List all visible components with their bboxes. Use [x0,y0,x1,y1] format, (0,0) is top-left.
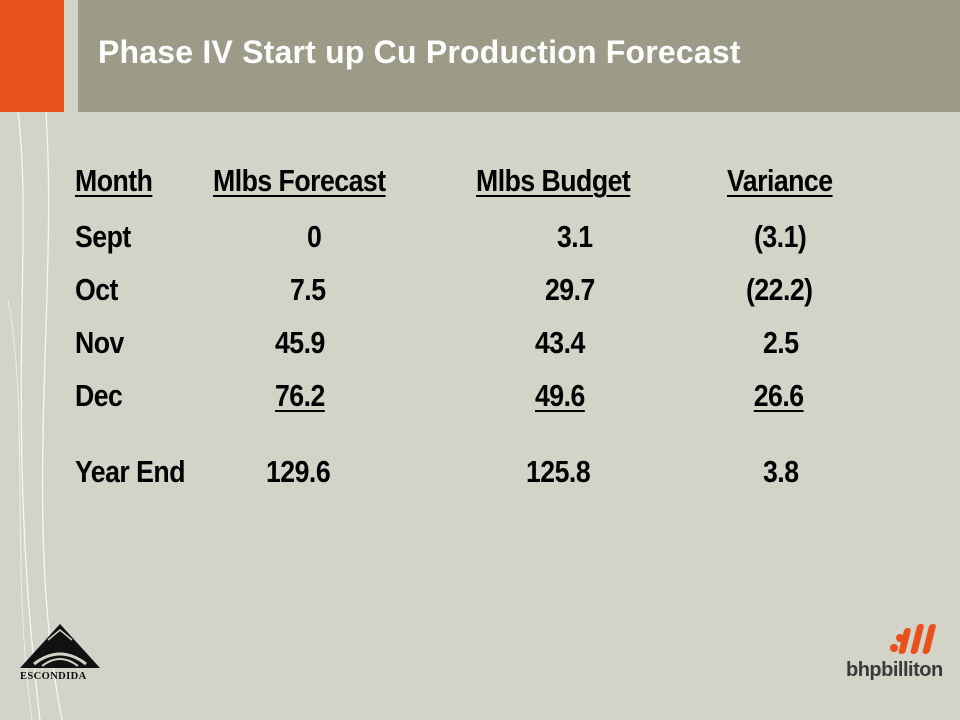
row-oct-budget: 29.7 [545,272,595,307]
row-dec-month: Dec [75,378,123,413]
row-oct-variance: (22.2) [746,272,813,307]
header-forecast: Mlbs Forecast [213,163,386,198]
bhp-billiton-logo-text: bhpbilliton [846,659,943,681]
orange-accent-bar [0,0,64,112]
row-nov-budget: 43.4 [535,325,585,360]
header-budget: Mlbs Budget [476,163,631,198]
escondida-logo-text: ESCONDIDA [20,671,87,682]
row-sept-month: Sept [75,219,131,254]
header-variance: Variance [727,163,833,198]
row-dec-variance: 26.6 [753,378,804,413]
bhp-billiton-mark-icon [890,624,936,654]
total-label: Year End [75,454,185,489]
header-month: Month [75,163,153,198]
row-sept-budget: 3.1 [557,219,593,254]
row-oct-forecast: 7.5 [290,272,326,307]
row-nov-variance: 2.5 [763,325,799,360]
row-oct-month: Oct [75,272,118,307]
total-forecast: 129.6 [266,454,331,489]
row-nov-month: Nov [75,325,124,360]
title-bar [78,0,960,112]
slide-title: Phase IV Start up Cu Production Forecast [98,34,741,70]
total-budget: 125.8 [526,454,591,489]
row-sept-variance: (3.1) [754,219,807,254]
row-dec-budget: 49.6 [535,378,585,413]
row-nov-forecast: 45.9 [275,325,325,360]
total-variance: 3.8 [763,454,799,489]
escondida-logo-icon [20,624,100,668]
row-sept-forecast: 0 [307,219,322,254]
row-dec-forecast: 76.2 [275,378,325,413]
